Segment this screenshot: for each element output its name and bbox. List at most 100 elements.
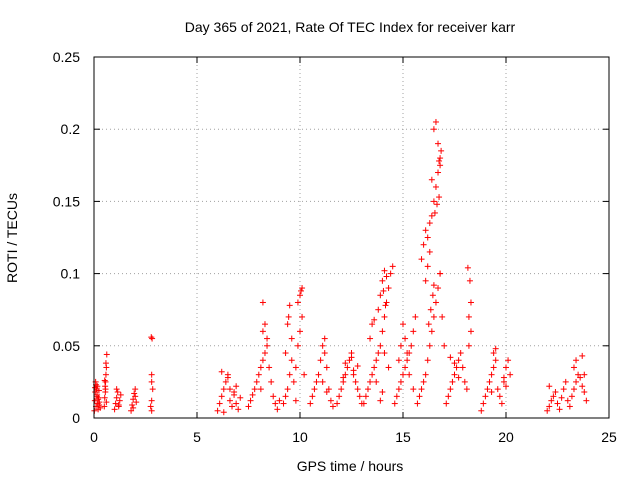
data-point bbox=[430, 313, 437, 320]
data-point bbox=[432, 118, 439, 125]
data-point bbox=[552, 389, 559, 396]
data-point bbox=[149, 335, 156, 342]
data-point bbox=[573, 357, 580, 364]
data-point bbox=[424, 263, 431, 270]
data-point bbox=[492, 345, 499, 352]
data-point bbox=[102, 360, 109, 367]
data-point bbox=[102, 378, 109, 385]
y-axis-label: ROTI / TECUs bbox=[4, 193, 20, 283]
data-point bbox=[282, 393, 289, 400]
data-point bbox=[233, 383, 240, 390]
data-point bbox=[282, 350, 289, 357]
data-point bbox=[245, 403, 252, 410]
data-point bbox=[132, 393, 139, 400]
data-point bbox=[222, 378, 229, 385]
data-point bbox=[381, 267, 388, 274]
data-point bbox=[404, 357, 411, 364]
data-point bbox=[451, 371, 458, 378]
data-point bbox=[556, 406, 563, 413]
data-point bbox=[395, 357, 402, 364]
data-point bbox=[420, 241, 427, 248]
data-point bbox=[307, 400, 314, 407]
data-point bbox=[259, 328, 266, 335]
data-point bbox=[400, 321, 406, 328]
data-point bbox=[546, 403, 553, 410]
data-point bbox=[103, 399, 110, 406]
data-point bbox=[369, 371, 376, 378]
y-tick-label: 0.25 bbox=[53, 49, 80, 65]
data-point bbox=[577, 374, 584, 381]
data-point bbox=[490, 350, 497, 357]
data-point bbox=[115, 402, 122, 409]
data-point bbox=[315, 371, 322, 378]
data-point bbox=[101, 377, 108, 384]
y-tick-label: 0.2 bbox=[61, 121, 81, 137]
data-point bbox=[402, 335, 409, 342]
data-point bbox=[568, 393, 575, 400]
data-point bbox=[435, 285, 442, 292]
data-point bbox=[461, 378, 468, 385]
data-point bbox=[132, 386, 139, 393]
data-point bbox=[507, 371, 514, 378]
data-point bbox=[367, 378, 374, 385]
data-point bbox=[393, 393, 400, 400]
data-point bbox=[321, 335, 328, 342]
data-point bbox=[573, 378, 580, 385]
x-tick-label: 25 bbox=[601, 429, 617, 445]
data-point bbox=[439, 313, 446, 320]
data-point bbox=[356, 393, 363, 400]
y-tick-label: 0.15 bbox=[53, 193, 80, 209]
data-point bbox=[218, 368, 225, 375]
data-point bbox=[129, 402, 136, 409]
data-point bbox=[482, 393, 489, 400]
data-point bbox=[455, 374, 462, 381]
data-point bbox=[579, 352, 586, 359]
data-point bbox=[402, 364, 409, 371]
plot-frame bbox=[93, 56, 610, 419]
data-point bbox=[463, 386, 470, 393]
data-point bbox=[375, 350, 382, 357]
data-point bbox=[97, 404, 104, 411]
data-point bbox=[338, 386, 345, 393]
data-point bbox=[91, 397, 98, 404]
data-point bbox=[364, 386, 371, 393]
data-point bbox=[465, 313, 472, 320]
data-point bbox=[149, 386, 156, 393]
axes: 0 5 10 15 20 25 0 0.05 0.1 0.15 0.2 0.25 bbox=[53, 49, 617, 445]
data-point bbox=[478, 407, 485, 414]
data-point bbox=[397, 378, 404, 385]
data-point bbox=[373, 357, 380, 364]
data-point bbox=[274, 406, 281, 413]
data-point bbox=[224, 374, 231, 381]
data-point bbox=[131, 390, 138, 397]
data-point bbox=[432, 183, 439, 190]
data-point bbox=[437, 155, 444, 162]
data-point bbox=[564, 397, 571, 404]
data-point bbox=[377, 342, 384, 349]
data-point bbox=[422, 227, 429, 234]
data-point bbox=[286, 371, 293, 378]
data-point bbox=[251, 386, 258, 393]
data-point bbox=[101, 403, 108, 410]
data-point bbox=[148, 407, 155, 414]
data-point bbox=[400, 371, 406, 378]
data-point bbox=[389, 263, 396, 270]
data-point bbox=[566, 403, 573, 410]
data-point bbox=[130, 404, 137, 411]
data-point bbox=[288, 335, 295, 342]
data-point bbox=[377, 397, 384, 404]
data-point bbox=[379, 277, 386, 284]
data-point bbox=[350, 367, 357, 374]
data-point bbox=[117, 391, 124, 398]
data-point bbox=[253, 378, 260, 385]
x-tick-label: 20 bbox=[498, 429, 514, 445]
data-point bbox=[583, 397, 590, 404]
data-point bbox=[114, 389, 121, 396]
data-point bbox=[379, 389, 386, 396]
data-point bbox=[427, 306, 434, 313]
data-point bbox=[418, 386, 425, 393]
data-point bbox=[562, 378, 569, 385]
data-point bbox=[319, 378, 326, 385]
data-point bbox=[490, 364, 497, 371]
